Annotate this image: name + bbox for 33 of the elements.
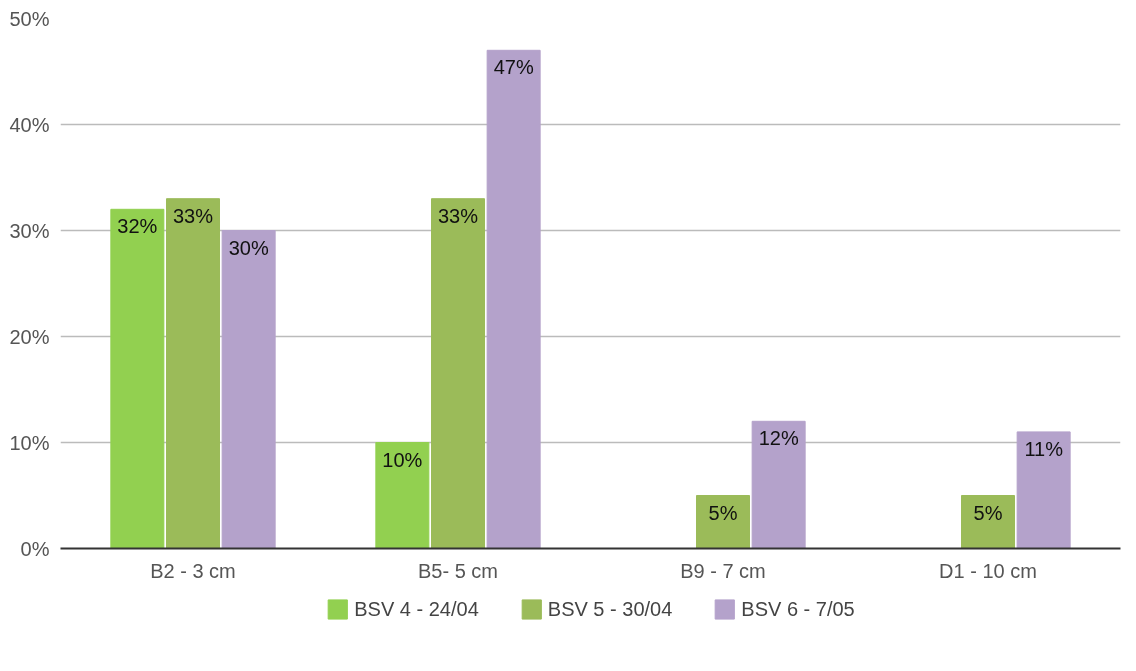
data-label: 5% bbox=[708, 501, 738, 524]
data-label: 5% bbox=[973, 501, 1003, 524]
legend-label: BSV 4 - 24/04 bbox=[354, 597, 479, 621]
x-tick-label: B2 - 3 cm bbox=[150, 559, 236, 582]
y-tick-label: 10% bbox=[9, 431, 50, 454]
data-label: 12% bbox=[758, 427, 799, 450]
bar bbox=[221, 230, 276, 549]
y-tick-label: 40% bbox=[9, 113, 50, 136]
bar bbox=[110, 208, 165, 549]
x-tick-label: B5- 5 cm bbox=[417, 559, 499, 582]
data-label: 32% bbox=[117, 215, 158, 238]
y-tick-label: 30% bbox=[9, 219, 50, 242]
bar bbox=[375, 442, 430, 549]
legend-label: BSV 6 - 7/05 bbox=[741, 597, 855, 621]
data-label: 33% bbox=[172, 204, 214, 227]
data-label: 30% bbox=[228, 236, 269, 259]
x-tick-label: B9 - 7 cm bbox=[680, 559, 766, 582]
bar bbox=[961, 495, 1015, 549]
y-tick-label: 0% bbox=[20, 537, 50, 560]
bar bbox=[431, 198, 485, 549]
y-tick-label: 20% bbox=[9, 325, 50, 348]
bar bbox=[486, 49, 541, 549]
data-label: 33% bbox=[437, 204, 479, 227]
data-label: 10% bbox=[382, 448, 423, 471]
data-label: 47% bbox=[493, 56, 534, 79]
bar bbox=[1016, 431, 1071, 549]
y-tick-label: 50% bbox=[9, 7, 50, 30]
bar bbox=[166, 198, 220, 549]
bar bbox=[751, 420, 806, 549]
x-tick-label: D1 - 10 cm bbox=[939, 559, 1037, 582]
legend-label: BSV 5 - 30/04 bbox=[547, 597, 673, 621]
data-label: 11% bbox=[1024, 437, 1064, 460]
bar bbox=[696, 495, 750, 549]
